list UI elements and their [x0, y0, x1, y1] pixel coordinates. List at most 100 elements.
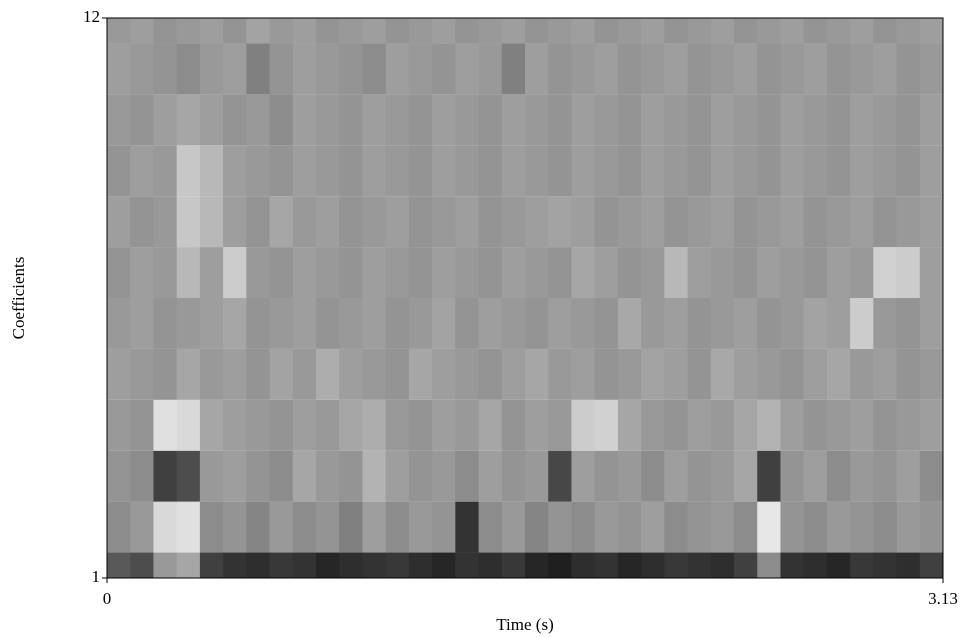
cell: [292, 18, 317, 44]
cell: [734, 43, 758, 95]
cell: [710, 298, 735, 349]
cell: [455, 552, 480, 578]
cell: [757, 348, 781, 400]
cell: [780, 501, 805, 553]
cell: [525, 196, 549, 248]
cell: [107, 501, 131, 553]
cell: [339, 399, 363, 451]
cell: [432, 348, 456, 400]
y-tick-label: 12: [83, 7, 100, 26]
cell: [501, 94, 526, 146]
cell: [432, 18, 456, 44]
cell: [246, 18, 271, 44]
cell: [316, 94, 340, 146]
cell: [873, 501, 898, 553]
cell: [617, 552, 642, 578]
cell: [780, 348, 805, 400]
cell: [292, 450, 317, 502]
cell: [130, 501, 154, 553]
cell: [873, 43, 898, 95]
cell: [664, 450, 689, 502]
cell: [223, 18, 247, 44]
cell: [107, 94, 131, 146]
cell: [617, 450, 642, 502]
cell: [385, 18, 410, 44]
cell: [826, 196, 851, 248]
cell: [316, 501, 340, 553]
cell: [803, 348, 828, 400]
cell: [316, 552, 340, 578]
cell: [873, 348, 898, 400]
cell: [826, 145, 851, 197]
cell: [641, 196, 665, 248]
cell: [850, 399, 874, 451]
cell: [199, 18, 224, 44]
cell: [710, 450, 735, 502]
cell: [548, 298, 572, 349]
cell: [641, 43, 665, 95]
cell: [548, 399, 572, 451]
cell: [130, 196, 154, 248]
cell: [571, 43, 596, 95]
cell: [455, 94, 480, 146]
cell: [501, 43, 526, 95]
cell: [548, 247, 572, 298]
cell: [757, 247, 781, 298]
cell: [617, 348, 642, 400]
cell: [408, 450, 433, 502]
cell: [826, 399, 851, 451]
cell: [548, 450, 572, 502]
cell: [153, 247, 178, 298]
cell: [362, 18, 387, 44]
cell: [223, 43, 247, 95]
cell: [664, 196, 689, 248]
cell: [246, 94, 271, 146]
cell: [339, 298, 363, 349]
cell: [176, 552, 201, 578]
cell: [199, 196, 224, 248]
cell: [919, 450, 944, 502]
cell: [734, 247, 758, 298]
cell: [734, 450, 758, 502]
cell: [316, 399, 340, 451]
cell: [780, 94, 805, 146]
cell: [107, 43, 131, 95]
cell: [734, 18, 758, 44]
cell: [362, 247, 387, 298]
cell: [478, 348, 503, 400]
cell: [826, 348, 851, 400]
cell: [919, 145, 944, 197]
cell: [501, 450, 526, 502]
cell: [199, 552, 224, 578]
cell: [850, 94, 874, 146]
cell: [153, 145, 178, 197]
cell: [826, 94, 851, 146]
cell: [246, 552, 271, 578]
cell: [641, 552, 665, 578]
cell: [408, 94, 433, 146]
cell: [432, 94, 456, 146]
cell: [455, 399, 480, 451]
cell: [734, 94, 758, 146]
cell: [710, 145, 735, 197]
cell: [385, 145, 410, 197]
x-axis-label: Time (s): [496, 615, 553, 634]
cell: [780, 247, 805, 298]
cell: [130, 298, 154, 349]
cell: [130, 18, 154, 44]
cell: [153, 450, 178, 502]
cell: [223, 298, 247, 349]
cell: [617, 298, 642, 349]
cell: [896, 552, 921, 578]
cell: [850, 196, 874, 248]
cell: [617, 145, 642, 197]
cell: [780, 18, 805, 44]
cell: [316, 247, 340, 298]
cell: [896, 196, 921, 248]
cell: [455, 43, 480, 95]
cell: [873, 552, 898, 578]
cell: [803, 450, 828, 502]
cell: [199, 348, 224, 400]
cell: [408, 18, 433, 44]
